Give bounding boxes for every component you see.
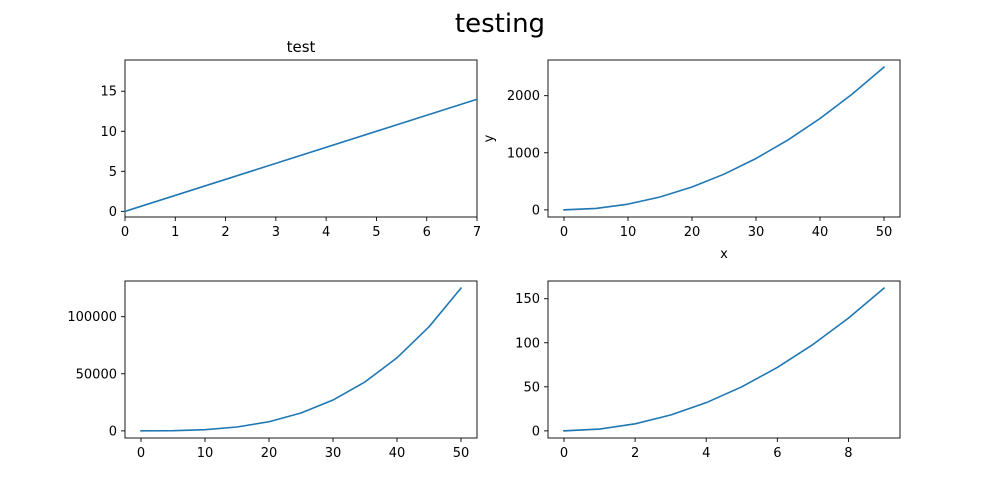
y-tick-label: 0 — [532, 203, 540, 218]
x-tick-label: 6 — [773, 446, 781, 461]
y-tick-label: 5 — [109, 165, 117, 180]
x-tick-label: 3 — [272, 225, 280, 240]
x-tick-label: 40 — [389, 446, 406, 461]
x-axis-label: x — [720, 247, 728, 262]
y-tick-label: 10 — [100, 125, 117, 140]
axes-frame — [547, 280, 901, 439]
x-tick-label: 4 — [702, 446, 710, 461]
y-tick-label: 0 — [532, 424, 540, 439]
x-tick-label: 10 — [197, 446, 214, 461]
x-tick-label: 20 — [261, 446, 278, 461]
x-tick-label: 2 — [631, 446, 639, 461]
x-tick-label: 2 — [221, 225, 229, 240]
figure-title: testing — [455, 9, 545, 39]
subplot-3: 0 10 20 30 40 50 0 50000 100000 — [67, 280, 478, 461]
y-tick-label: 0 — [109, 205, 117, 220]
x-tick-label: 0 — [137, 446, 145, 461]
y-axis-label: y — [482, 134, 497, 142]
y-tick-label: 15 — [100, 85, 117, 100]
y-tick-label: 2000 — [507, 89, 540, 104]
series-line — [563, 287, 886, 432]
x-tick-label: 30 — [325, 446, 342, 461]
series-line — [123, 98, 479, 213]
subplot-2: 0 10 20 30 40 50 0 1000 2000 x y — [482, 59, 901, 262]
subplot-4: 0 2 4 6 8 0 50 100 150 — [515, 280, 901, 461]
y-tick-label: 1000 — [507, 146, 540, 161]
axes-frame — [124, 280, 478, 439]
x-tick-label: 6 — [423, 225, 431, 240]
y-tick-label: 0 — [109, 424, 117, 439]
series-line — [563, 66, 886, 211]
x-tick-label: 50 — [876, 225, 893, 240]
x-tick-label: 5 — [372, 225, 380, 240]
y-tick-label: 50000 — [76, 367, 117, 382]
x-tick-label: 50 — [453, 446, 470, 461]
y-tick-label: 100 — [515, 336, 540, 351]
axes-frame — [124, 59, 478, 218]
x-tick-label: 8 — [844, 446, 852, 461]
y-tick-label: 50 — [523, 380, 540, 395]
y-tick-label: 100000 — [67, 310, 117, 325]
x-tick-label: 20 — [684, 225, 701, 240]
subplot-1: 0 1 2 3 4 5 6 7 0 5 10 15 test — [100, 38, 481, 240]
x-tick-label: 4 — [322, 225, 330, 240]
x-tick-label: 10 — [620, 225, 637, 240]
y-tick-label: 150 — [515, 292, 540, 307]
x-tick-label: 7 — [473, 225, 481, 240]
x-tick-label: 0 — [121, 225, 129, 240]
x-tick-label: 0 — [560, 446, 568, 461]
axes-frame — [547, 59, 901, 218]
x-tick-label: 0 — [560, 225, 568, 240]
x-tick-label: 40 — [812, 225, 829, 240]
series-line — [140, 287, 463, 432]
subplot-title: test — [287, 38, 316, 56]
x-tick-label: 1 — [171, 225, 179, 240]
x-tick-label: 30 — [748, 225, 765, 240]
